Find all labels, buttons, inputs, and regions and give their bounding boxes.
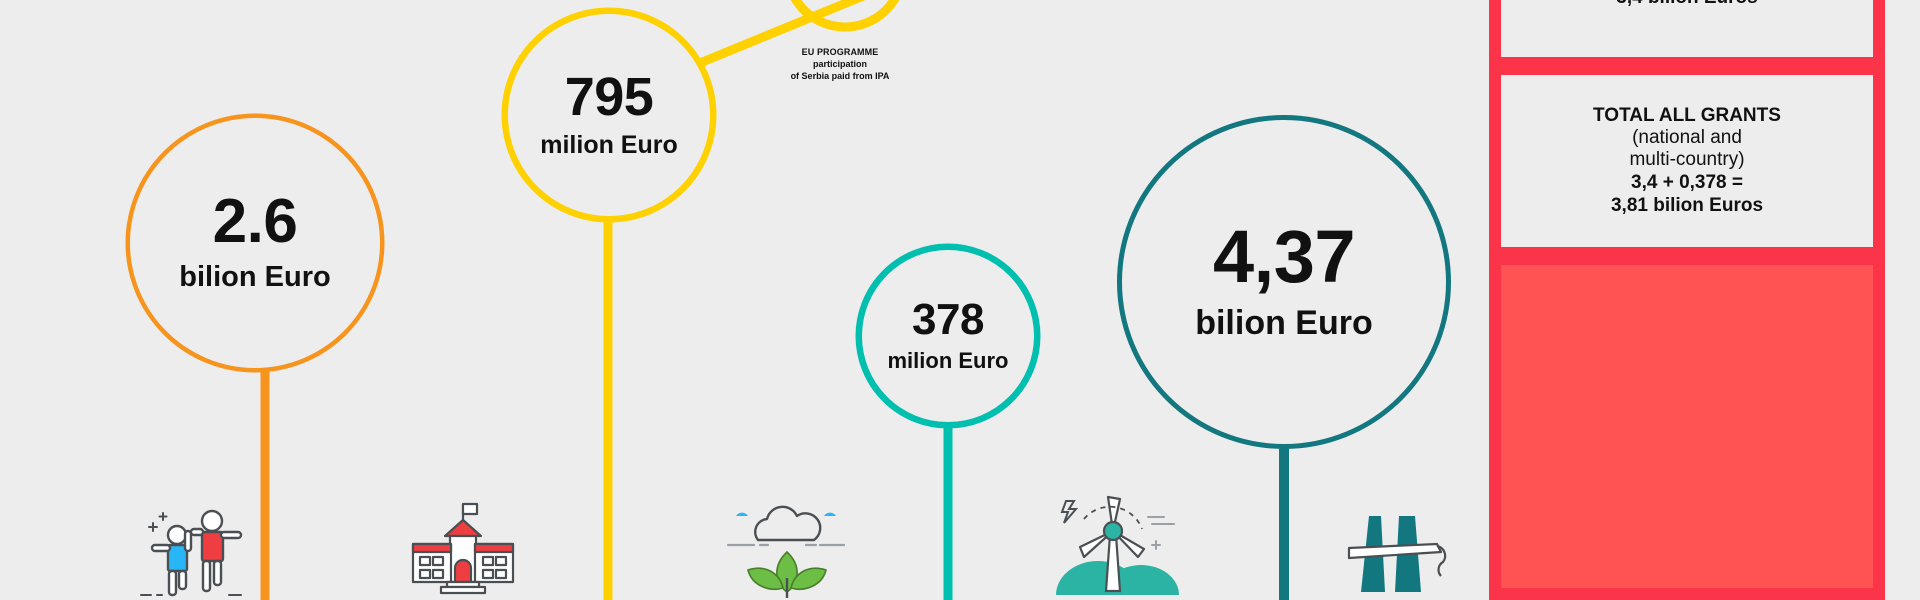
summary-box-2-head: TOTAL ALL GRANTS — [1593, 104, 1781, 126]
icon-slot-building — [388, 490, 538, 600]
icon-slot-people — [118, 490, 268, 600]
marker-value-deep-teal: 4,37 — [1212, 215, 1356, 299]
summary-box-total-all-grants: TOTAL ALL GRANTS (national and multi-cou… — [1501, 75, 1873, 247]
highway-bridge-icon — [1347, 516, 1447, 592]
marker-bubble-yellow: 795 milion Euro — [508, 14, 710, 216]
summary-panel-fill-block — [1501, 265, 1873, 588]
marker-ring-yellow — [501, 7, 717, 223]
annotation-line-3: of Serbia paid from IPA — [790, 71, 890, 82]
summary-box-1-calc-line-2: 3,4 bilion Euros — [1616, 0, 1757, 10]
eu-programme-annotation: EU PROGRAMME participation of Serbia pai… — [745, 46, 935, 82]
wind-turbine-icon — [1055, 495, 1179, 595]
summary-box-2-sub-line-1: (national and — [1632, 127, 1742, 148]
icon-slot-environment — [712, 490, 862, 600]
summary-box-2-sub-line-2: multi-country) — [1629, 149, 1745, 171]
icon-slot-infrastructure — [1330, 490, 1480, 600]
marker-ring-turquoise — [855, 243, 1041, 429]
marker-stem-yellow — [603, 150, 613, 600]
marker-unit-deep-teal: bilion Euro — [1195, 304, 1373, 343]
marker-unit-turquoise: milion Euro — [887, 348, 1009, 374]
marker-unit-orange: bilion Euro — [179, 261, 331, 294]
summary-panel: programmes 2,6 + 0,795 = 3,4 bilion Euro… — [1489, 0, 1885, 600]
marker-stem-orange — [260, 330, 270, 600]
annotation-line-2: participation — [812, 59, 867, 70]
marker-value-yellow: 795 — [564, 67, 654, 128]
annotation-line-1: EU PROGRAMME — [801, 47, 879, 57]
marker-bubble-deep-teal: 4,37 bilion Euro — [1122, 120, 1446, 444]
summary-box-2-calc-line-1: 3,4 + 0,378 = — [1631, 171, 1743, 193]
marker-bubble-orange: 2.6 bilion Euro — [130, 118, 380, 368]
government-building-icon — [411, 502, 515, 595]
marker-value-turquoise: 378 — [912, 295, 984, 345]
marker-value-orange: 2.6 — [212, 187, 298, 257]
marker-connector-yellow — [693, 0, 866, 70]
marker-unit-yellow: milion Euro — [540, 131, 678, 160]
marker-bubble-turquoise: 378 milion Euro — [862, 250, 1034, 422]
summary-box-2-calc-line-2: 3,81 bilion Euros — [1610, 194, 1764, 216]
two-dancing-people-icon — [140, 509, 243, 597]
cloud-and-leaves-icon — [726, 505, 845, 598]
icon-slot-energy — [1040, 490, 1190, 600]
marker-ring-cutoff — [790, 0, 900, 32]
summary-box-total-programmes: programmes 2,6 + 0,795 = 3,4 bilion Euro… — [1501, 0, 1873, 57]
